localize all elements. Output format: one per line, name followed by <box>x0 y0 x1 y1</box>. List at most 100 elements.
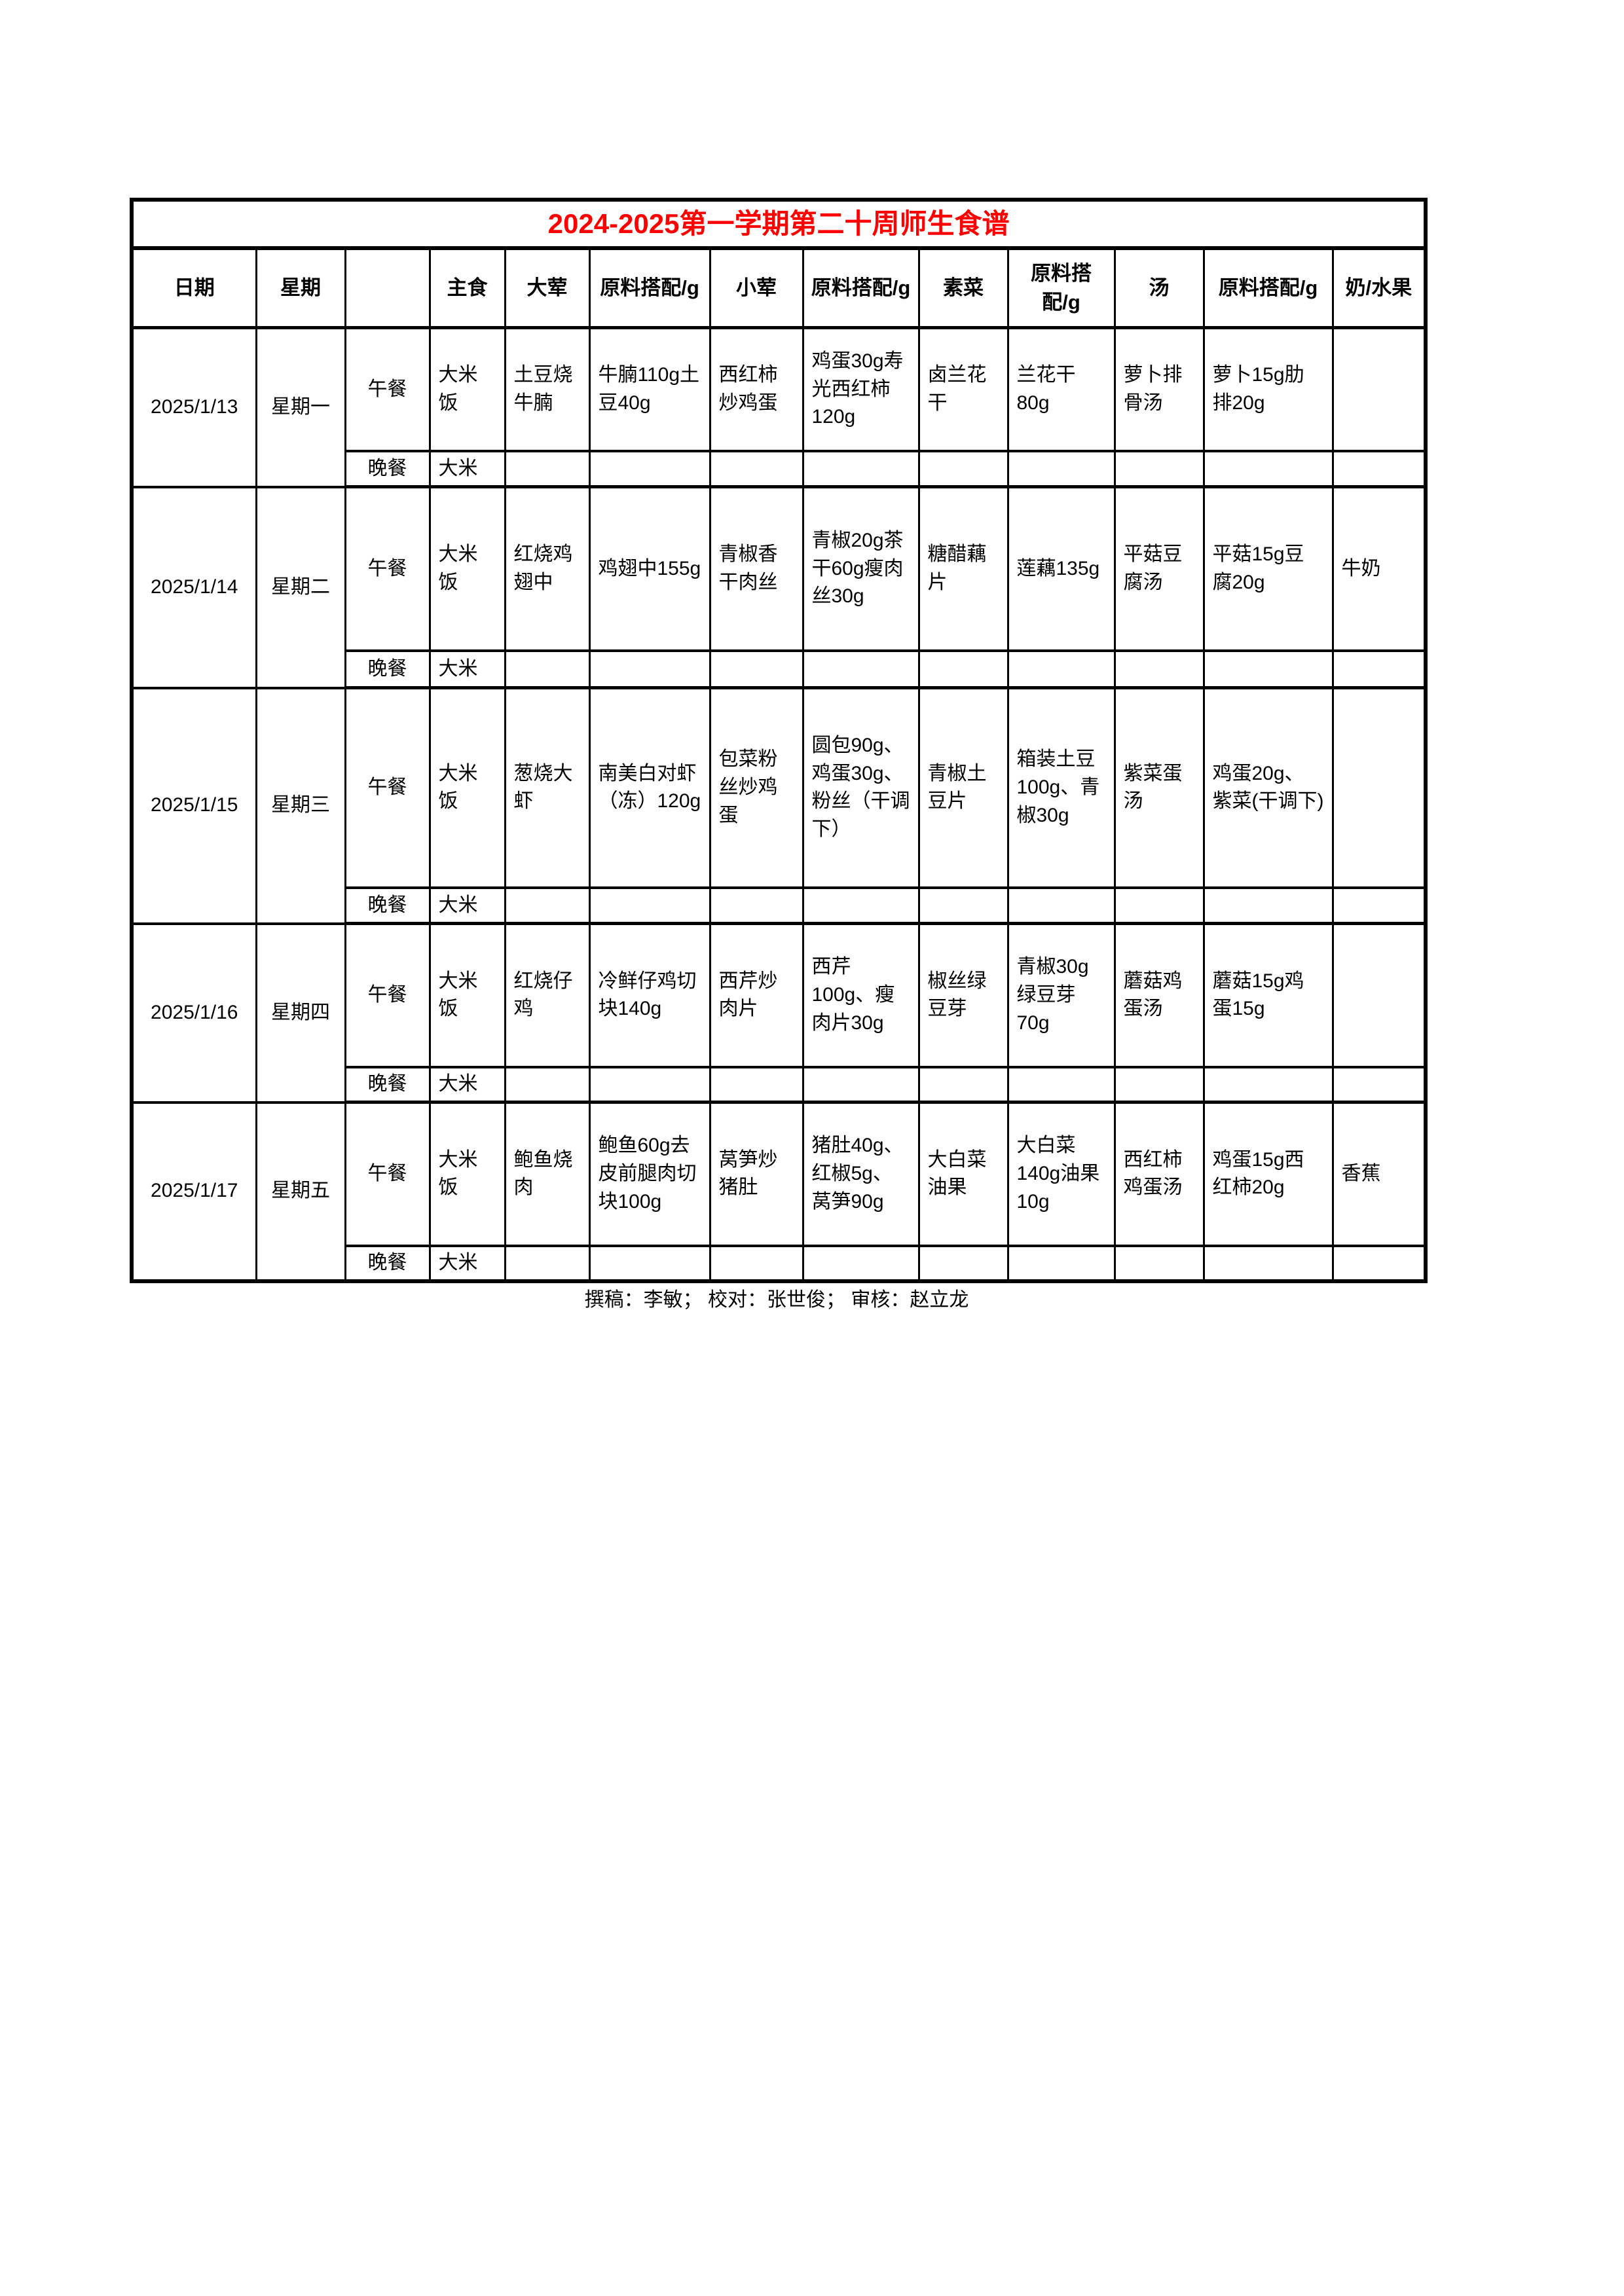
cell-small-ingredients: 青椒20g茶干60g瘦肉丝30g <box>802 486 920 652</box>
cell-soup: 萝卜排骨汤 <box>1113 327 1205 452</box>
cell-soup <box>1113 450 1205 489</box>
cell-small-ingredients: 鸡蛋30g寿光西红柿120g <box>802 327 920 452</box>
cell-main-dish <box>504 450 591 489</box>
cell-veg-ingredients: 大白菜140g油果10g <box>1006 1101 1116 1247</box>
cell-soup-ingredients: 平菇15g豆腐20g <box>1202 486 1334 652</box>
day3-dinner-row: 晚餐 大米 <box>132 886 1427 926</box>
cell-veg-ingredients <box>1006 886 1116 926</box>
cell-main-ingredients <box>588 886 711 926</box>
cell-veg-dish: 青椒土豆片 <box>917 687 1009 889</box>
day3-lunch-row: 2025/1/15 星期三 午餐 大米饭 葱烧大虾 南美白对虾（冻）120g 包… <box>130 687 1427 925</box>
cell-staple: 大米饭 <box>428 327 506 452</box>
cell-staple: 大米 <box>428 450 506 489</box>
cell-main-dish: 鲍鱼烧肉 <box>504 1101 591 1247</box>
header-main-dish: 大荤 <box>504 247 591 330</box>
header-milk-fruit: 奶/水果 <box>1331 247 1427 330</box>
cell-veg-ingredients <box>1006 450 1116 489</box>
meal-label: 晚餐 <box>344 886 431 926</box>
cell-soup-ingredients <box>1202 649 1334 690</box>
header-date: 日期 <box>130 247 257 330</box>
cell-main-dish <box>504 1245 591 1283</box>
cell-soup: 紫菜蛋汤 <box>1113 687 1205 889</box>
cell-staple: 大米 <box>428 886 506 926</box>
meal-label: 晚餐 <box>344 450 431 489</box>
cell-main-ingredients <box>588 1066 711 1104</box>
date-cell: 2025/1/17 <box>130 1101 257 1283</box>
header-weekday: 星期 <box>255 247 346 330</box>
header-small-ingredients: 原料搭配/g <box>802 247 920 330</box>
cell-milk-fruit <box>1331 649 1427 690</box>
cell-soup-ingredients <box>1202 1245 1334 1283</box>
cell-veg-dish: 糖醋藕片 <box>917 486 1009 652</box>
cell-veg-ingredients: 青椒30g绿豆芽70g <box>1006 922 1116 1068</box>
weekday-cell: 星期一 <box>255 327 346 488</box>
cell-veg-ingredients <box>1006 649 1116 690</box>
cell-veg-dish <box>917 1245 1009 1283</box>
table-title-row: 2024-2025第一学期第二十周师生食谱 <box>130 198 1427 250</box>
header-main-ingredients: 原料搭配/g <box>588 247 711 330</box>
cell-main-dish: 红烧仔鸡 <box>504 922 591 1068</box>
cell-small-ingredients: 圆包90g、鸡蛋30g、粉丝（干调下） <box>802 687 920 889</box>
cell-staple: 大米饭 <box>428 1101 506 1247</box>
date-cell: 2025/1/16 <box>130 922 257 1104</box>
cell-veg-ingredients: 莲藕135g <box>1006 486 1116 652</box>
cell-small-dish: 西红柿炒鸡蛋 <box>709 327 804 452</box>
cell-soup-ingredients: 蘑菇15g鸡蛋15g <box>1202 922 1334 1068</box>
day1-lunch-row: 2025/1/13 星期一 午餐 大米饭 土豆烧牛腩 牛腩110g土豆40g 西… <box>130 327 1427 488</box>
cell-small-dish: 莴笋炒猪肚 <box>709 1101 804 1247</box>
cell-veg-dish <box>917 450 1009 489</box>
cell-small-dish <box>709 1245 804 1283</box>
cell-veg-dish: 椒丝绿豆芽 <box>917 922 1009 1068</box>
meal-label: 晚餐 <box>344 1066 431 1104</box>
cell-main-ingredients <box>588 649 711 690</box>
cell-small-ingredients <box>802 886 920 926</box>
day4-dinner-row: 晚餐 大米 <box>132 1066 1427 1104</box>
cell-soup <box>1113 886 1205 926</box>
weekday-cell: 星期五 <box>255 1101 346 1283</box>
date-cell: 2025/1/13 <box>130 327 257 488</box>
cell-soup: 西红柿鸡蛋汤 <box>1113 1101 1205 1247</box>
cell-milk-fruit <box>1331 886 1427 926</box>
cell-small-dish: 青椒香干肉丝 <box>709 486 804 652</box>
cell-main-dish: 葱烧大虾 <box>504 687 591 889</box>
cell-main-ingredients: 鲍鱼60g去皮前腿肉切块100g <box>588 1101 711 1247</box>
cell-soup <box>1113 649 1205 690</box>
cell-small-dish: 包菜粉丝炒鸡蛋 <box>709 687 804 889</box>
cell-soup: 蘑菇鸡蛋汤 <box>1113 922 1205 1068</box>
weekday-cell: 星期二 <box>255 486 346 689</box>
signoff-line: 撰稿：李敏； 校对：张世俊； 审核：赵立龙 <box>584 1289 969 1311</box>
cell-milk-fruit: 香蕉 <box>1331 1101 1427 1247</box>
cell-small-ingredients <box>802 1066 920 1104</box>
cell-small-dish <box>709 1066 804 1104</box>
meal-label: 午餐 <box>344 922 431 1068</box>
cell-milk-fruit <box>1331 687 1427 889</box>
cell-small-ingredients: 猪肚40g、红椒5g、莴笋90g <box>802 1101 920 1247</box>
meal-label: 晚餐 <box>344 1245 431 1283</box>
day2-dinner-row: 晚餐 大米 <box>132 649 1427 690</box>
cell-main-dish <box>504 1066 591 1104</box>
cell-main-ingredients: 鸡翅中155g <box>588 486 711 652</box>
cell-veg-ingredients: 兰花干80g <box>1006 327 1116 452</box>
cell-staple: 大米饭 <box>428 687 506 889</box>
meal-label: 午餐 <box>344 687 431 889</box>
cell-staple: 大米饭 <box>428 922 506 1068</box>
header-soup: 汤 <box>1113 247 1205 330</box>
cell-veg-dish <box>917 1066 1009 1104</box>
meal-label: 午餐 <box>344 327 431 452</box>
cell-small-ingredients <box>802 450 920 489</box>
cell-main-dish <box>504 649 591 690</box>
cell-milk-fruit: 牛奶 <box>1331 486 1427 652</box>
day2-lunch-row: 2025/1/14 星期二 午餐 大米饭 红烧鸡翅中 鸡翅中155g 青椒香干肉… <box>130 486 1427 689</box>
header-soup-ingredients: 原料搭配/g <box>1202 247 1334 330</box>
meal-label: 午餐 <box>344 486 431 652</box>
header-veg-dish: 素菜 <box>917 247 1009 330</box>
cell-veg-dish <box>917 886 1009 926</box>
cell-staple: 大米 <box>428 1066 506 1104</box>
weekly-menu-table: 2024-2025第一学期第二十周师生食谱 日期 星期 主食 大荤 原料搭配/g… <box>130 198 1428 1283</box>
cell-milk-fruit <box>1331 922 1427 1068</box>
cell-soup-ingredients: 鸡蛋20g、紫菜(干调下) <box>1202 687 1334 889</box>
cell-main-dish <box>504 886 591 926</box>
cell-small-dish <box>709 886 804 926</box>
cell-staple: 大米 <box>428 1245 506 1283</box>
